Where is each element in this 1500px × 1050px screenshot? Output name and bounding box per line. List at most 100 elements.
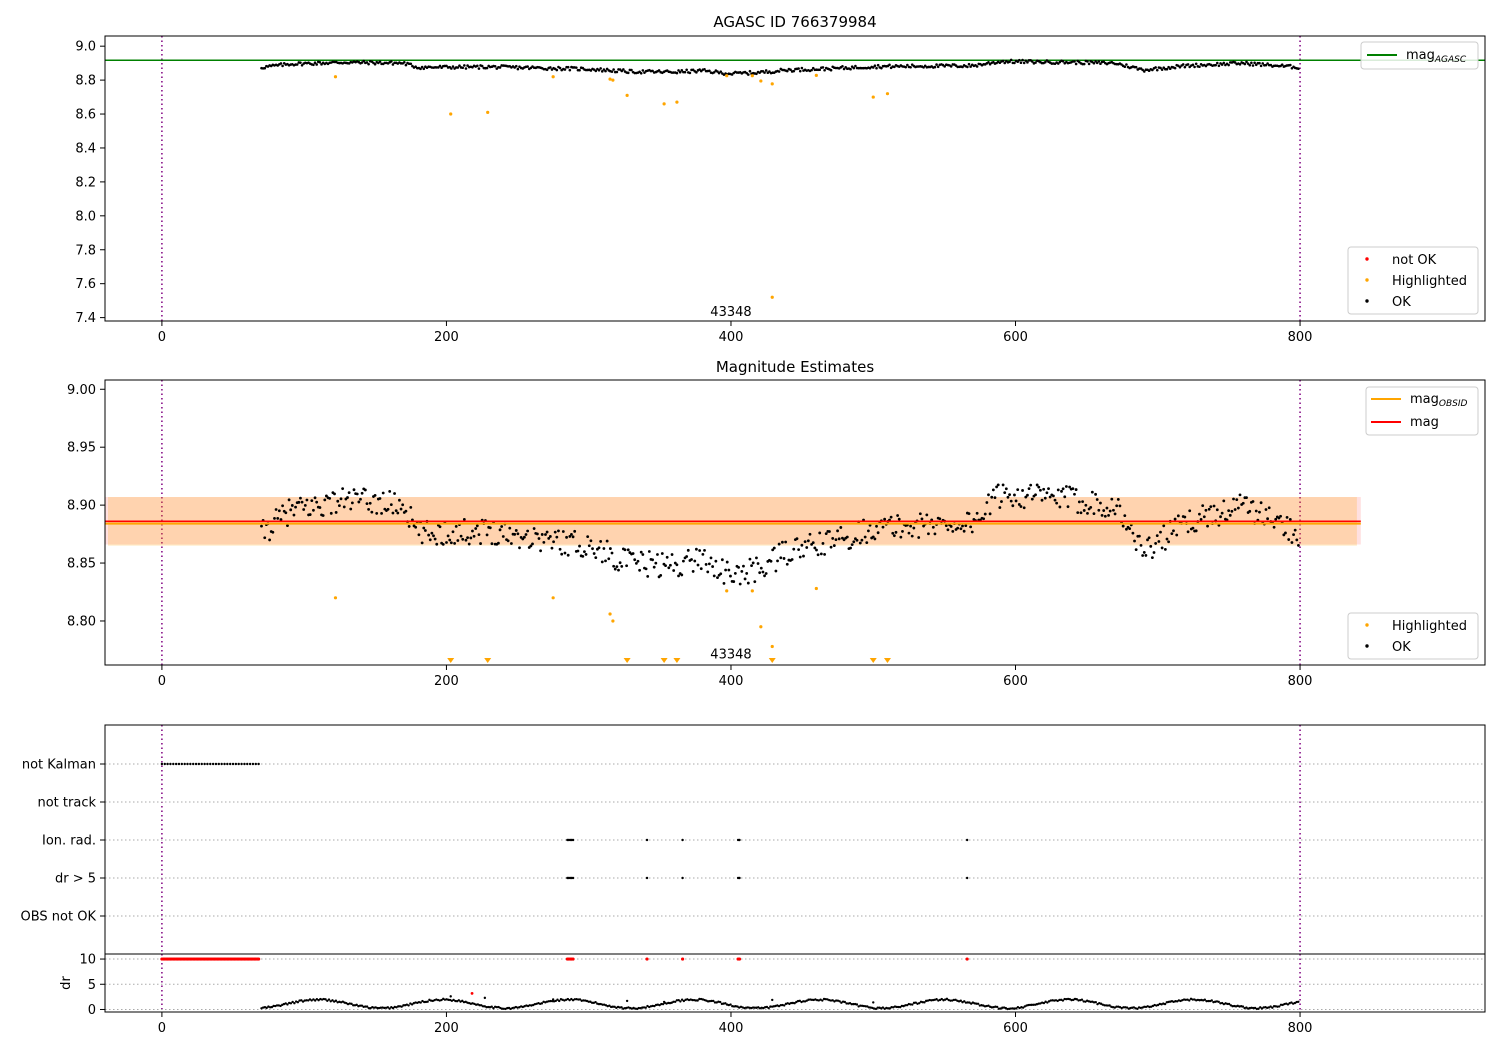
ok-point [1103, 514, 1107, 518]
ok-point [693, 559, 697, 563]
ok-point [740, 569, 744, 573]
ok-point [1155, 534, 1159, 538]
ok-point [912, 526, 916, 530]
ok-point [722, 581, 726, 585]
ok-point [664, 564, 667, 568]
ok-point [548, 535, 552, 538]
ok-point [464, 67, 468, 70]
ok-point [586, 535, 590, 539]
ok-point [526, 529, 530, 533]
x-tick-label: 200 [434, 674, 459, 689]
dr-point [783, 1004, 786, 1007]
ok-point [1194, 529, 1198, 533]
ok-point [312, 508, 315, 512]
dr-point [483, 996, 487, 1000]
ok-point [1186, 530, 1190, 534]
ok-point [1215, 508, 1219, 512]
ok-point [1102, 509, 1106, 512]
dr-point [1278, 1005, 1281, 1008]
dr-point [1226, 1002, 1229, 1006]
dr-point [1042, 1001, 1046, 1005]
ok-point [1230, 509, 1234, 513]
ok-point [1108, 509, 1112, 513]
ok-point [453, 541, 457, 545]
dr-point [334, 999, 338, 1002]
ok-point [858, 541, 862, 545]
ok-point [1068, 485, 1072, 489]
ok-point [1199, 517, 1203, 521]
dr-point [1122, 1006, 1125, 1009]
ok-point [769, 559, 773, 563]
ok-point [284, 511, 288, 515]
x-tick-label: 200 [434, 1021, 459, 1036]
ok-point [805, 546, 809, 549]
ok-point [719, 572, 723, 576]
ok-point [966, 65, 969, 69]
dr-point [1257, 1007, 1260, 1010]
ok-point [1107, 514, 1110, 517]
ok-point [597, 546, 601, 550]
ok-point [1172, 529, 1175, 533]
ok-point [1154, 542, 1158, 545]
ok-point [755, 72, 758, 76]
ok-point [883, 517, 887, 521]
ok-point [1215, 61, 1219, 65]
ok-point [1297, 544, 1300, 547]
ok-point [1030, 497, 1034, 501]
ok-point [836, 529, 839, 533]
ok-point [656, 553, 659, 556]
ok-point [946, 528, 950, 532]
ok-point [276, 517, 280, 520]
dr-point [911, 1003, 914, 1006]
ok-point [315, 500, 319, 504]
ok-point [522, 535, 526, 539]
panel-4-plot-area [105, 954, 1485, 1012]
ok-point [339, 497, 343, 501]
dr-point [611, 1005, 615, 1008]
panel-2-frame [104, 379, 1486, 666]
dr-point [1191, 998, 1194, 1001]
ok-point [1001, 483, 1005, 487]
ok-point [1243, 62, 1247, 66]
ok-point [391, 63, 395, 66]
highlighted-point [770, 295, 774, 299]
ok-point [597, 68, 601, 72]
dr-point [798, 999, 802, 1003]
dr-point [667, 1001, 670, 1005]
ok-point [824, 532, 828, 536]
dr-point [672, 1000, 675, 1003]
ok-point [542, 540, 546, 544]
y-tick-label: 8.0 [75, 209, 96, 224]
panel-4-frame [104, 953, 1486, 1013]
ok-point [1162, 524, 1166, 528]
dr-point [653, 1004, 656, 1008]
dr-point [440, 998, 443, 1002]
ok-point [1095, 498, 1099, 501]
ok-point [1099, 62, 1102, 66]
flag-point [243, 762, 246, 766]
highlighted-point [750, 589, 754, 593]
ok-point [1051, 494, 1055, 498]
ok-point [607, 557, 611, 561]
dr-point [881, 1006, 885, 1009]
ok-point [605, 67, 609, 71]
ok-point [560, 552, 564, 556]
ok-point [823, 68, 826, 72]
dr-point [975, 1002, 978, 1005]
below-axis-marker [447, 658, 455, 663]
ok-point [342, 505, 346, 509]
ok-point [610, 70, 614, 73]
ok-point [1037, 485, 1041, 489]
ok-point [471, 65, 474, 69]
x-tick-label: 600 [1003, 330, 1028, 345]
highlighted-point [449, 112, 453, 116]
ok-point [626, 71, 630, 75]
ok-point [748, 69, 752, 73]
ok-point [573, 529, 577, 533]
ok-point [461, 66, 465, 70]
dr-point [397, 1005, 400, 1008]
highlighted-point [486, 110, 490, 114]
dr-point [914, 1001, 917, 1004]
ok-point [362, 59, 366, 63]
dr-point [848, 1001, 852, 1005]
